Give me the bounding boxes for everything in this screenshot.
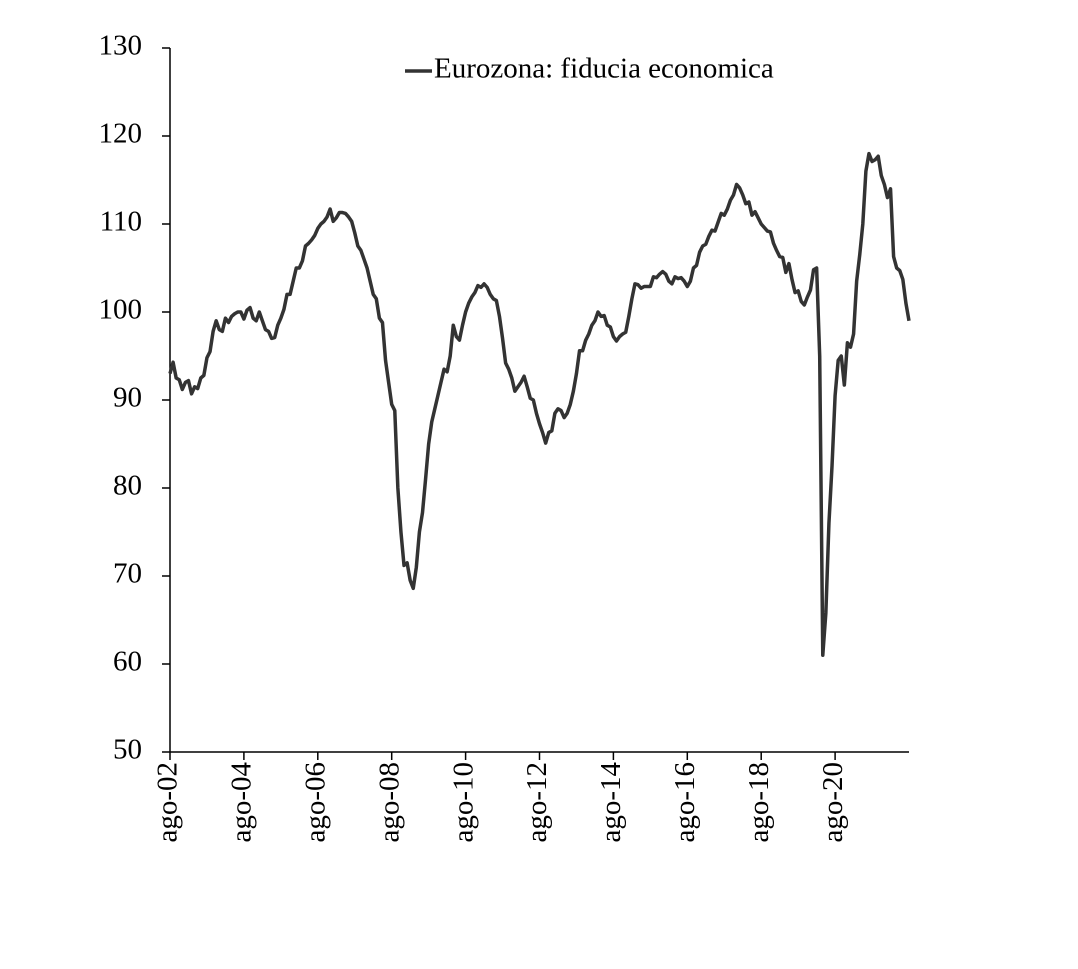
line-series [168,151,911,657]
y-tick-label: 60 [113,646,142,678]
y-tick-label: 100 [99,294,143,326]
y-tick-label: 70 [113,558,142,590]
x-tick-label: ago-14 [595,762,627,843]
x-tick-label: ago-10 [447,762,479,843]
x-tick-label: ago-08 [373,762,405,843]
y-tick-label: 110 [100,206,142,238]
x-tick-label: ago-12 [521,762,553,843]
legend-label: Eurozona: fiducia economica [434,53,774,85]
y-tick-label: 130 [99,30,143,62]
x-tick-label: ago-06 [299,762,331,843]
x-tick-label: ago-20 [817,762,849,843]
x-tick-label: ago-02 [152,762,184,843]
y-tick-label: 90 [113,382,142,414]
y-tick-label: 50 [113,734,142,766]
x-tick-label: ago-18 [743,762,775,843]
x-tick-label: ago-16 [669,762,701,843]
x-tick-label: ago-04 [226,762,258,843]
y-tick-label: 120 [99,118,143,150]
y-tick-label: 80 [113,470,142,502]
